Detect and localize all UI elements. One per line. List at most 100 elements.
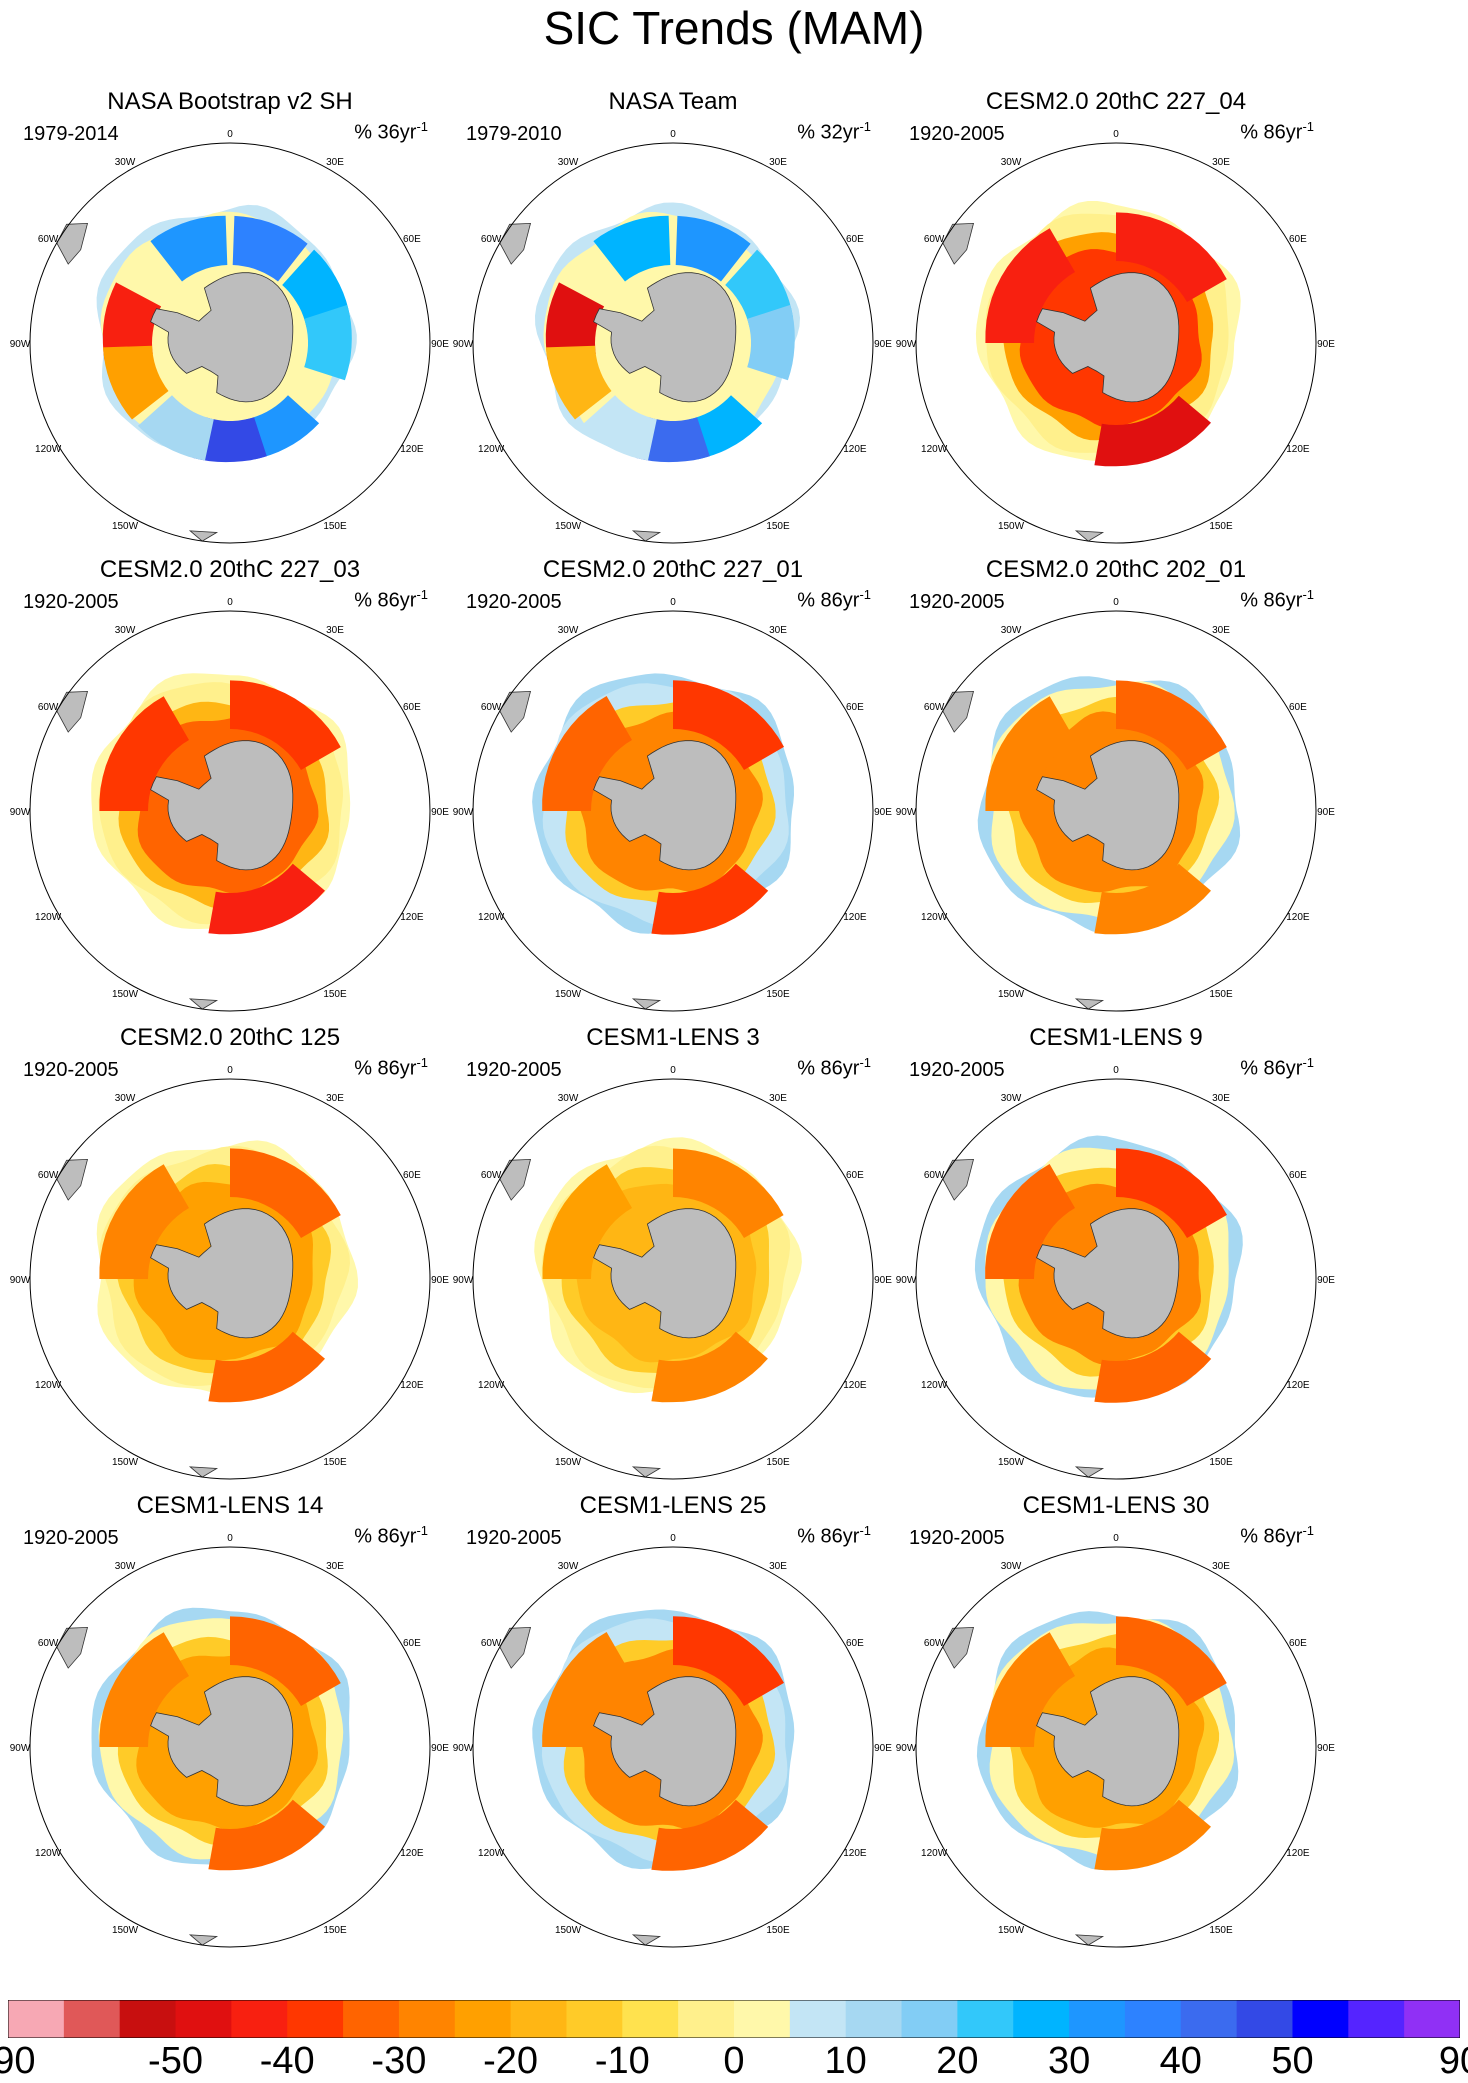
south-america-land	[499, 1158, 532, 1201]
longitude-label: 150W	[998, 1457, 1025, 1468]
longitude-label: 120W	[35, 444, 62, 455]
trend-sector-patch	[282, 249, 351, 327]
longitude-label: 120E	[843, 444, 867, 455]
longitude-label: 90E	[431, 1743, 449, 1754]
longitude-label: 150W	[998, 989, 1025, 1000]
colorbar-swatch	[1069, 2000, 1126, 2038]
map-border	[472, 142, 874, 544]
island-land	[1074, 1466, 1105, 1478]
longitude-label: 90W	[10, 807, 31, 818]
panel-title: CESM2.0 20thC 227_03	[99, 556, 361, 583]
longitude-label: 120W	[921, 444, 948, 455]
south-america-land	[499, 222, 532, 265]
longitude-label: 120E	[400, 444, 424, 455]
polar-map: 030E60E90E120E150E180150W120W90W60W30W	[453, 129, 892, 544]
polar-map: 030E60E90E120E150E180150W120W90W60W30W	[10, 1065, 449, 1480]
colorbar-swatch	[8, 2000, 65, 2038]
units-text: % 86yr	[797, 1057, 860, 1080]
colorbar-tick-label: -20	[483, 2040, 539, 2082]
longitude-label: 120E	[843, 1380, 867, 1391]
longitude-label: 90E	[1317, 1743, 1335, 1754]
panel-units: % 86yr-1	[1240, 1055, 1314, 1081]
trend-core-patch	[230, 1148, 341, 1238]
colorbar-swatch	[1404, 2000, 1460, 2038]
panel-units: % 86yr-1	[1240, 1523, 1314, 1549]
panel-title: CESM1-LENS 25	[579, 1492, 767, 1519]
antarctica-land	[150, 1676, 294, 1807]
longitude-label: 90E	[874, 1743, 892, 1754]
polar-map: 030E60E90E120E150E180150W120W90W60W30W	[896, 597, 1335, 1012]
units-text: % 32yr	[797, 121, 860, 144]
colorbar-swatch	[566, 2000, 623, 2038]
south-america-land	[942, 1158, 975, 1201]
trend-sector-patch	[546, 345, 612, 420]
longitude-label: 60E	[403, 1170, 421, 1181]
trend-sector-patch	[246, 395, 320, 460]
units-text: % 86yr	[797, 589, 860, 612]
map-panel: CESM2.0 20thC 202_01 1920-2005 % 86yr-1 0 30…	[896, 555, 1336, 1015]
antarctica-land	[1036, 1676, 1180, 1807]
colorbar-swatch	[789, 2000, 847, 2038]
longitude-label: 150W	[555, 1457, 582, 1468]
longitude-label: 150E	[1209, 521, 1233, 532]
trend-sector-patch	[580, 395, 657, 461]
colorbar-swatch	[343, 2000, 400, 2038]
longitude-label: 60E	[1289, 1638, 1307, 1649]
longitude-label: 90W	[10, 1743, 31, 1754]
longitude-label: 30W	[558, 1561, 579, 1572]
units-exponent: -1	[1302, 1523, 1314, 1538]
longitude-label: 90W	[10, 339, 31, 350]
colorbar-tick-label: -30	[371, 2040, 427, 2082]
trend-core-patch	[542, 1164, 632, 1279]
longitude-label: 90E	[431, 339, 449, 350]
trend-sector-patch	[725, 249, 794, 327]
colorbar-swatch	[454, 2000, 512, 2038]
map-border	[29, 1078, 431, 1480]
longitude-label: 90W	[896, 1275, 917, 1286]
units-exponent: -1	[859, 587, 871, 602]
colorbar-tick-label: -90	[0, 2040, 36, 2082]
panel-title: CESM2.0 20thC 125	[119, 1024, 341, 1051]
units-text: % 86yr	[354, 1057, 417, 1080]
colorbar-tick-label: 10	[824, 2040, 867, 2082]
trend-sector-patch	[150, 215, 228, 282]
longitude-label: 30E	[1212, 157, 1230, 168]
panel-title: CESM2.0 20thC 227_01	[542, 556, 804, 583]
island-land	[1074, 530, 1105, 542]
longitude-label: 30W	[558, 625, 579, 636]
colorbar-swatch	[1013, 2000, 1070, 2038]
longitude-label: 0	[1113, 129, 1119, 140]
longitude-label: 30E	[1212, 1561, 1230, 1572]
longitude-label: 90E	[874, 339, 892, 350]
longitude-label: 30W	[115, 1561, 136, 1572]
antarctica-land	[150, 1208, 294, 1339]
south-america-land	[56, 1158, 89, 1201]
panel-title: CESM1-LENS 3	[586, 1024, 760, 1051]
panel-title: CESM2.0 20thC 202_01	[985, 556, 1247, 583]
longitude-label: 60E	[403, 1638, 421, 1649]
island-land	[631, 998, 662, 1010]
longitude-label: 60E	[1289, 1170, 1307, 1181]
longitude-label: 30W	[115, 625, 136, 636]
colorbar-swatch	[1292, 2000, 1349, 2038]
trend-core-patch	[1116, 1616, 1227, 1706]
longitude-label: 90E	[1317, 807, 1335, 818]
panel-units: % 86yr-1	[1240, 119, 1314, 145]
longitude-label: 150W	[998, 521, 1025, 532]
colorbar-swatch	[845, 2000, 903, 2038]
colorbar-swatch	[231, 2000, 288, 2038]
colorbar-tick-label: 50	[1271, 2040, 1314, 2082]
longitude-label: 120W	[921, 912, 948, 923]
map-panel: CESM2.0 20thC 227_01 1920-2005 % 86yr-1 0 30…	[453, 555, 893, 1015]
longitude-label: 150E	[1209, 1457, 1233, 1468]
trend-sector-patch	[675, 215, 751, 282]
polar-map: 030E60E90E120E150E180150W120W90W60W30W	[896, 1533, 1335, 1948]
longitude-label: 0	[670, 597, 676, 608]
trend-sector-patch	[103, 345, 169, 420]
map-border	[472, 1078, 874, 1480]
units-text: % 86yr	[1240, 121, 1303, 144]
longitude-label: 90W	[453, 807, 474, 818]
colorbar-swatch	[119, 2000, 177, 2038]
polar-map: 030E60E90E120E150E180150W120W90W60W30W	[896, 1065, 1335, 1480]
panel-units: % 86yr-1	[797, 1055, 871, 1081]
